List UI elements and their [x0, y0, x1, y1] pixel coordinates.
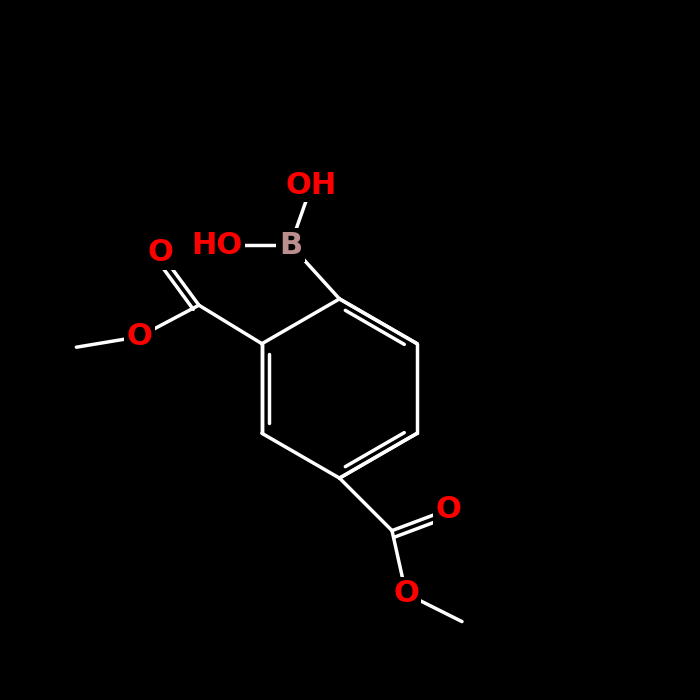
Text: OH: OH	[286, 171, 337, 200]
Text: B: B	[279, 230, 302, 260]
Text: O: O	[435, 495, 461, 524]
Text: O: O	[148, 238, 174, 267]
Text: O: O	[393, 579, 419, 608]
Text: O: O	[127, 322, 153, 351]
Text: HO: HO	[191, 230, 243, 260]
